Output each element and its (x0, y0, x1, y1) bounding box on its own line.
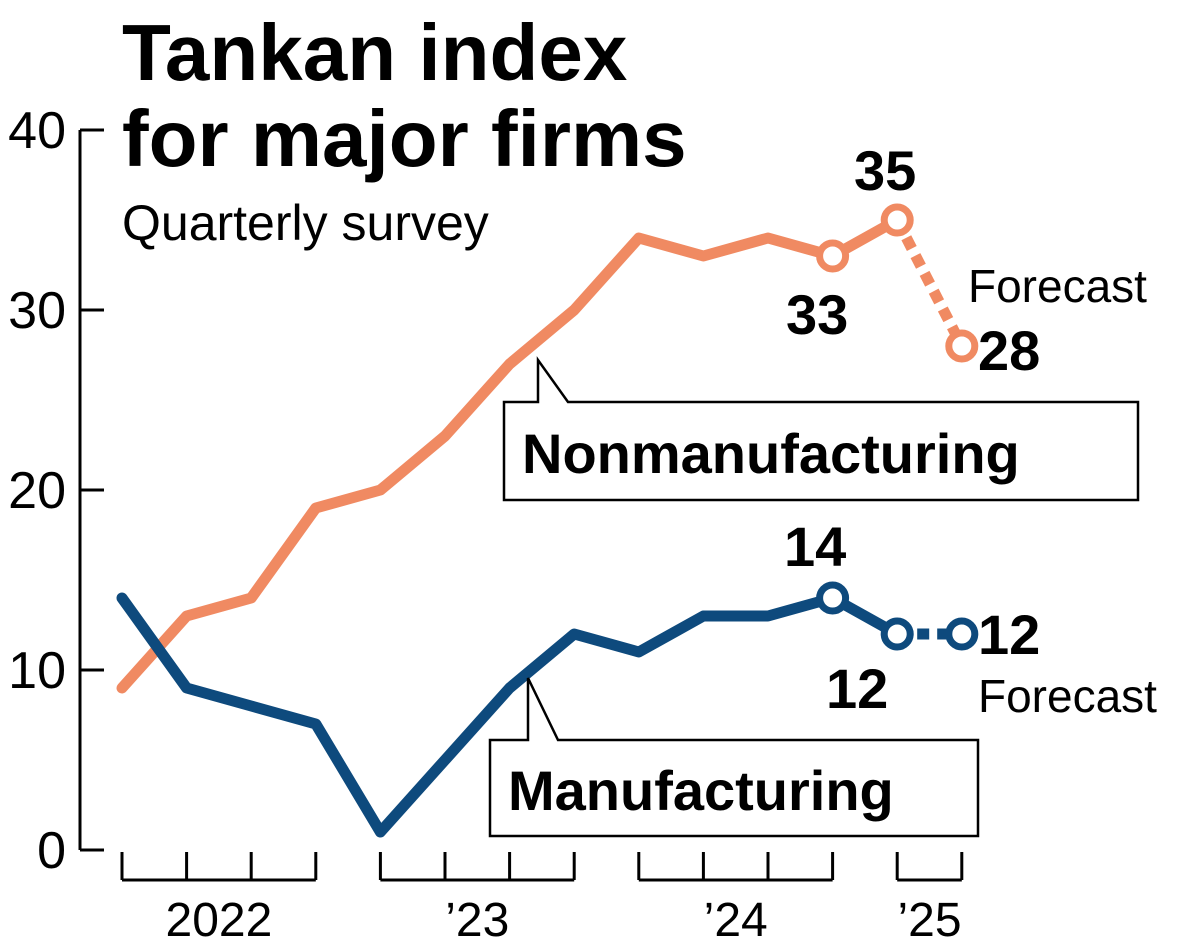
year-label: 2022 (166, 894, 273, 947)
nonmanufacturing-point-marker (816, 239, 850, 273)
y-axis: 0 10 20 30 40 (8, 102, 104, 880)
y-tick-label: 20 (8, 462, 66, 520)
chart-title-line-1: Tankan index (122, 8, 627, 97)
nonmanufacturing-forecast-note: Forecast (968, 260, 1147, 312)
manufacturing-callout-box (488, 677, 980, 838)
manufacturing-label-14: 14 (784, 515, 846, 578)
y-tick-label: 30 (8, 282, 66, 340)
nonmanufacturing-point-marker (880, 203, 914, 237)
nonmanufacturing-line (116, 214, 903, 694)
y-tick-label: 40 (8, 102, 66, 160)
nonmanufacturing-callout: Nonmanufacturing (502, 356, 1140, 502)
manufacturing-forecast-note: Forecast (978, 670, 1157, 722)
nonmanufacturing-label-35: 35 (854, 139, 916, 202)
manufacturing-callout: Manufacturing (488, 677, 980, 838)
x-axis: 2022 ’23 ’24 ’25 (120, 852, 964, 947)
nonmanufacturing-label-33: 33 (786, 283, 848, 346)
nonmanufacturing-point-marker (945, 329, 979, 363)
manufacturing-label-12-a: 12 (826, 657, 888, 720)
nonmanufacturing-forecast-line (892, 217, 967, 349)
manufacturing-label-12-b: 12 (978, 603, 1040, 666)
chart-subtitle: Quarterly survey (122, 195, 489, 251)
manufacturing-label: Manufacturing (508, 759, 894, 822)
manufacturing-point-marker (880, 617, 914, 651)
manufacturing-point-marker (945, 617, 979, 651)
year-label: ’23 (445, 894, 509, 947)
y-tick-label: 10 (8, 642, 66, 700)
y-tick-label: 0 (37, 822, 66, 880)
chart-title-line-2: for major firms (122, 94, 687, 183)
nonmanufacturing-callout-box (502, 356, 1140, 502)
year-label: ’25 (897, 894, 961, 947)
manufacturing-line (116, 592, 903, 838)
manufacturing-point-marker (816, 581, 850, 615)
nonmanufacturing-label: Nonmanufacturing (522, 422, 1020, 485)
series-layer (116, 203, 979, 838)
year-label: ’24 (704, 894, 768, 947)
nonmanufacturing-label-28: 28 (978, 319, 1040, 382)
